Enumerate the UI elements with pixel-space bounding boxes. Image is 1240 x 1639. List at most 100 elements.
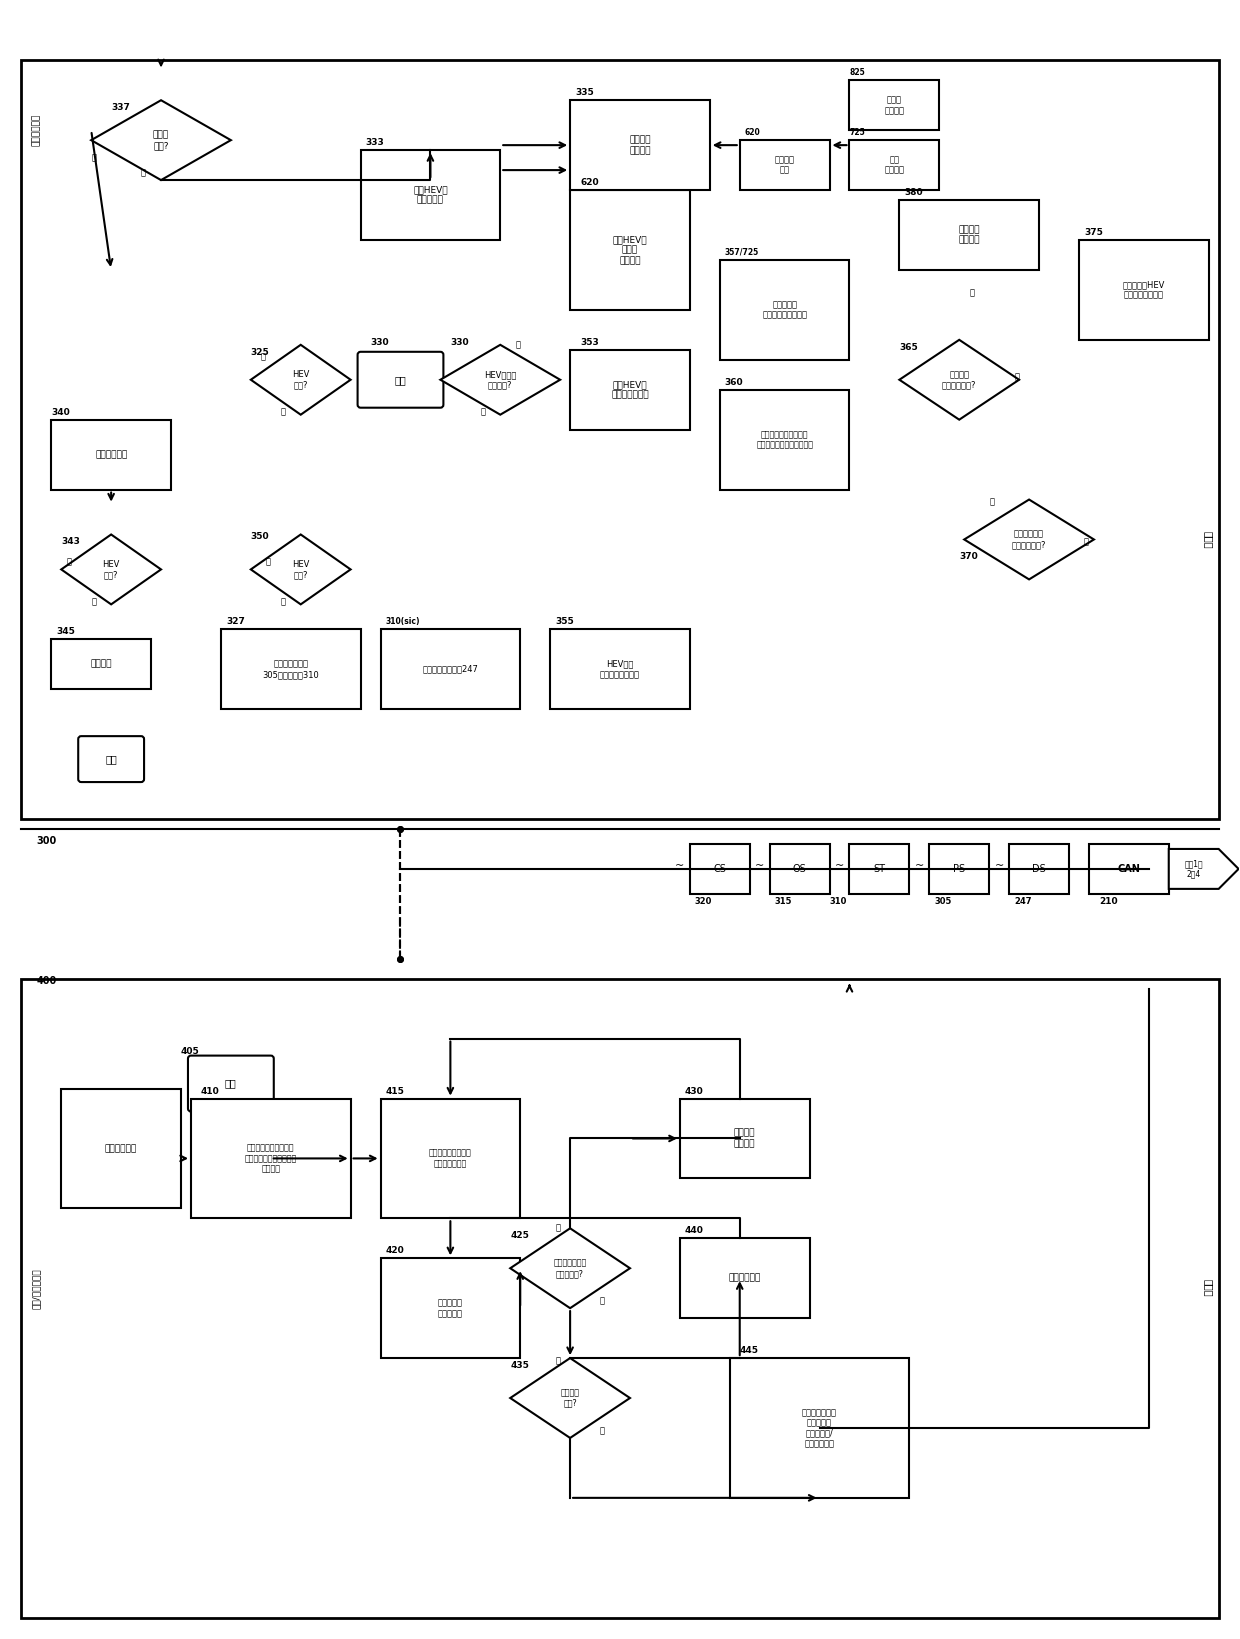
Text: 开始: 开始 [224,1078,237,1088]
Text: 否: 否 [260,352,265,362]
Text: ~: ~ [755,860,764,870]
Text: 否: 否 [1084,538,1089,546]
Text: 350: 350 [250,533,269,541]
Text: 410: 410 [201,1087,219,1095]
Text: 是: 是 [556,1355,560,1365]
FancyBboxPatch shape [61,1088,181,1208]
Text: 315: 315 [775,897,792,906]
FancyBboxPatch shape [381,1098,521,1218]
Text: 否: 否 [66,557,71,567]
Text: 425: 425 [510,1231,529,1241]
FancyBboxPatch shape [929,844,990,893]
Text: 否: 否 [480,408,485,416]
FancyBboxPatch shape [21,978,1219,1618]
Text: 检测环境
变化?: 检测环境 变化? [560,1388,579,1408]
Text: 是: 是 [990,498,994,506]
Text: ~: ~ [994,860,1004,870]
Text: 电池配置
文件: 电池配置 文件 [775,156,795,175]
Text: 是: 是 [141,169,146,177]
Text: 传送所述完成: 传送所述完成 [95,451,128,459]
Text: 825: 825 [849,69,866,77]
Text: PS: PS [954,864,965,874]
Text: 430: 430 [684,1087,703,1095]
Polygon shape [61,534,161,605]
Text: 345: 345 [56,628,76,636]
Text: 300: 300 [36,836,57,846]
Text: 是: 是 [92,597,97,606]
FancyBboxPatch shape [570,190,689,310]
Text: 327: 327 [226,618,244,626]
FancyBboxPatch shape [51,639,151,690]
Text: 620: 620 [745,128,760,138]
Text: 440: 440 [684,1226,704,1236]
FancyBboxPatch shape [381,1259,521,1359]
Text: 210: 210 [1099,897,1117,906]
Text: HEV连接到
外部电源?: HEV连接到 外部电源? [484,370,516,390]
Text: HEV
启动?: HEV 启动? [293,370,310,390]
FancyBboxPatch shape [191,1098,351,1218]
Text: 车厢
配置文件: 车厢 配置文件 [884,156,904,175]
FancyBboxPatch shape [849,80,939,129]
FancyBboxPatch shape [849,844,909,893]
Text: 是: 是 [556,1223,560,1233]
Text: 405: 405 [181,1047,200,1056]
Text: 接收调节
配置文件: 接收调节 配置文件 [629,136,651,154]
Text: 解析环境历史: 解析环境历史 [729,1274,761,1283]
Text: 335: 335 [575,89,594,97]
Polygon shape [92,100,231,180]
FancyBboxPatch shape [849,141,939,190]
Text: 更新历史: 更新历史 [91,661,112,669]
Text: 结束: 结束 [105,754,117,764]
Text: 命令HEV的
预调节
功率调节: 命令HEV的 预调节 功率调节 [613,234,647,266]
FancyBboxPatch shape [357,352,444,408]
Text: 接收预调节信号
305和启动时间310: 接收预调节信号 305和启动时间310 [263,659,319,679]
Text: 检测警驾员启动
时间的变化?: 检测警驾员启动 时间的变化? [553,1259,587,1278]
FancyBboxPatch shape [719,390,849,490]
FancyBboxPatch shape [680,1098,810,1178]
Text: 353: 353 [580,338,599,347]
Text: 370: 370 [960,552,978,562]
FancyBboxPatch shape [1009,844,1069,893]
Text: 控制器: 控制器 [1204,1280,1214,1296]
Text: 命令有限的HEV
部件的优先预调节: 命令有限的HEV 部件的优先预调节 [1122,280,1166,300]
Text: 435: 435 [510,1360,529,1370]
Text: 开始: 开始 [394,375,407,385]
Text: 附图1、
2和4: 附图1、 2和4 [1184,859,1203,879]
Text: 330: 330 [450,338,469,347]
FancyBboxPatch shape [551,629,689,710]
Text: 预测下一驾驶循环的
驾驶员启动时间: 预测下一驾驶循环的 驾驶员启动时间 [429,1149,471,1169]
Text: 控制器: 控制器 [1204,531,1214,549]
FancyBboxPatch shape [689,844,750,893]
Text: 是: 是 [280,408,285,416]
Text: 340: 340 [51,408,69,416]
Text: ~: ~ [915,860,924,870]
Text: 否: 否 [600,1426,605,1436]
Text: 365: 365 [899,343,918,352]
Text: 375: 375 [1084,228,1102,238]
Text: 343: 343 [61,538,81,546]
Text: CS: CS [713,864,727,874]
Text: 380: 380 [904,188,923,197]
Text: 否: 否 [1014,372,1019,382]
Text: 620: 620 [580,179,599,187]
Text: 否: 否 [600,1296,605,1305]
Text: 催化剂
配置文件: 催化剂 配置文件 [884,95,904,115]
Polygon shape [899,339,1019,420]
Polygon shape [440,344,560,415]
FancyBboxPatch shape [78,736,144,782]
Text: 根据持续时间与预测的
启动时间预测调节开始时间: 根据持续时间与预测的 启动时间预测调节开始时间 [756,429,813,449]
Text: 接收直流充电信号247: 接收直流充电信号247 [423,665,479,674]
Text: 333: 333 [366,138,384,148]
FancyBboxPatch shape [221,629,361,710]
Text: 对于所有部件
而言功率足够?: 对于所有部件 而言功率足够? [1012,529,1047,549]
Text: 330: 330 [371,338,389,347]
Text: ~: ~ [675,860,684,870]
Text: 310: 310 [830,897,847,906]
Text: 400: 400 [36,975,57,985]
Text: 247: 247 [1014,897,1032,906]
Text: 命令HEV的
功率受限预调节: 命令HEV的 功率受限预调节 [611,380,649,400]
Text: ST: ST [873,864,885,874]
Text: 445: 445 [740,1346,759,1355]
Text: 否: 否 [92,152,97,162]
Text: 调度/气候预测器: 调度/气候预测器 [32,1269,41,1308]
